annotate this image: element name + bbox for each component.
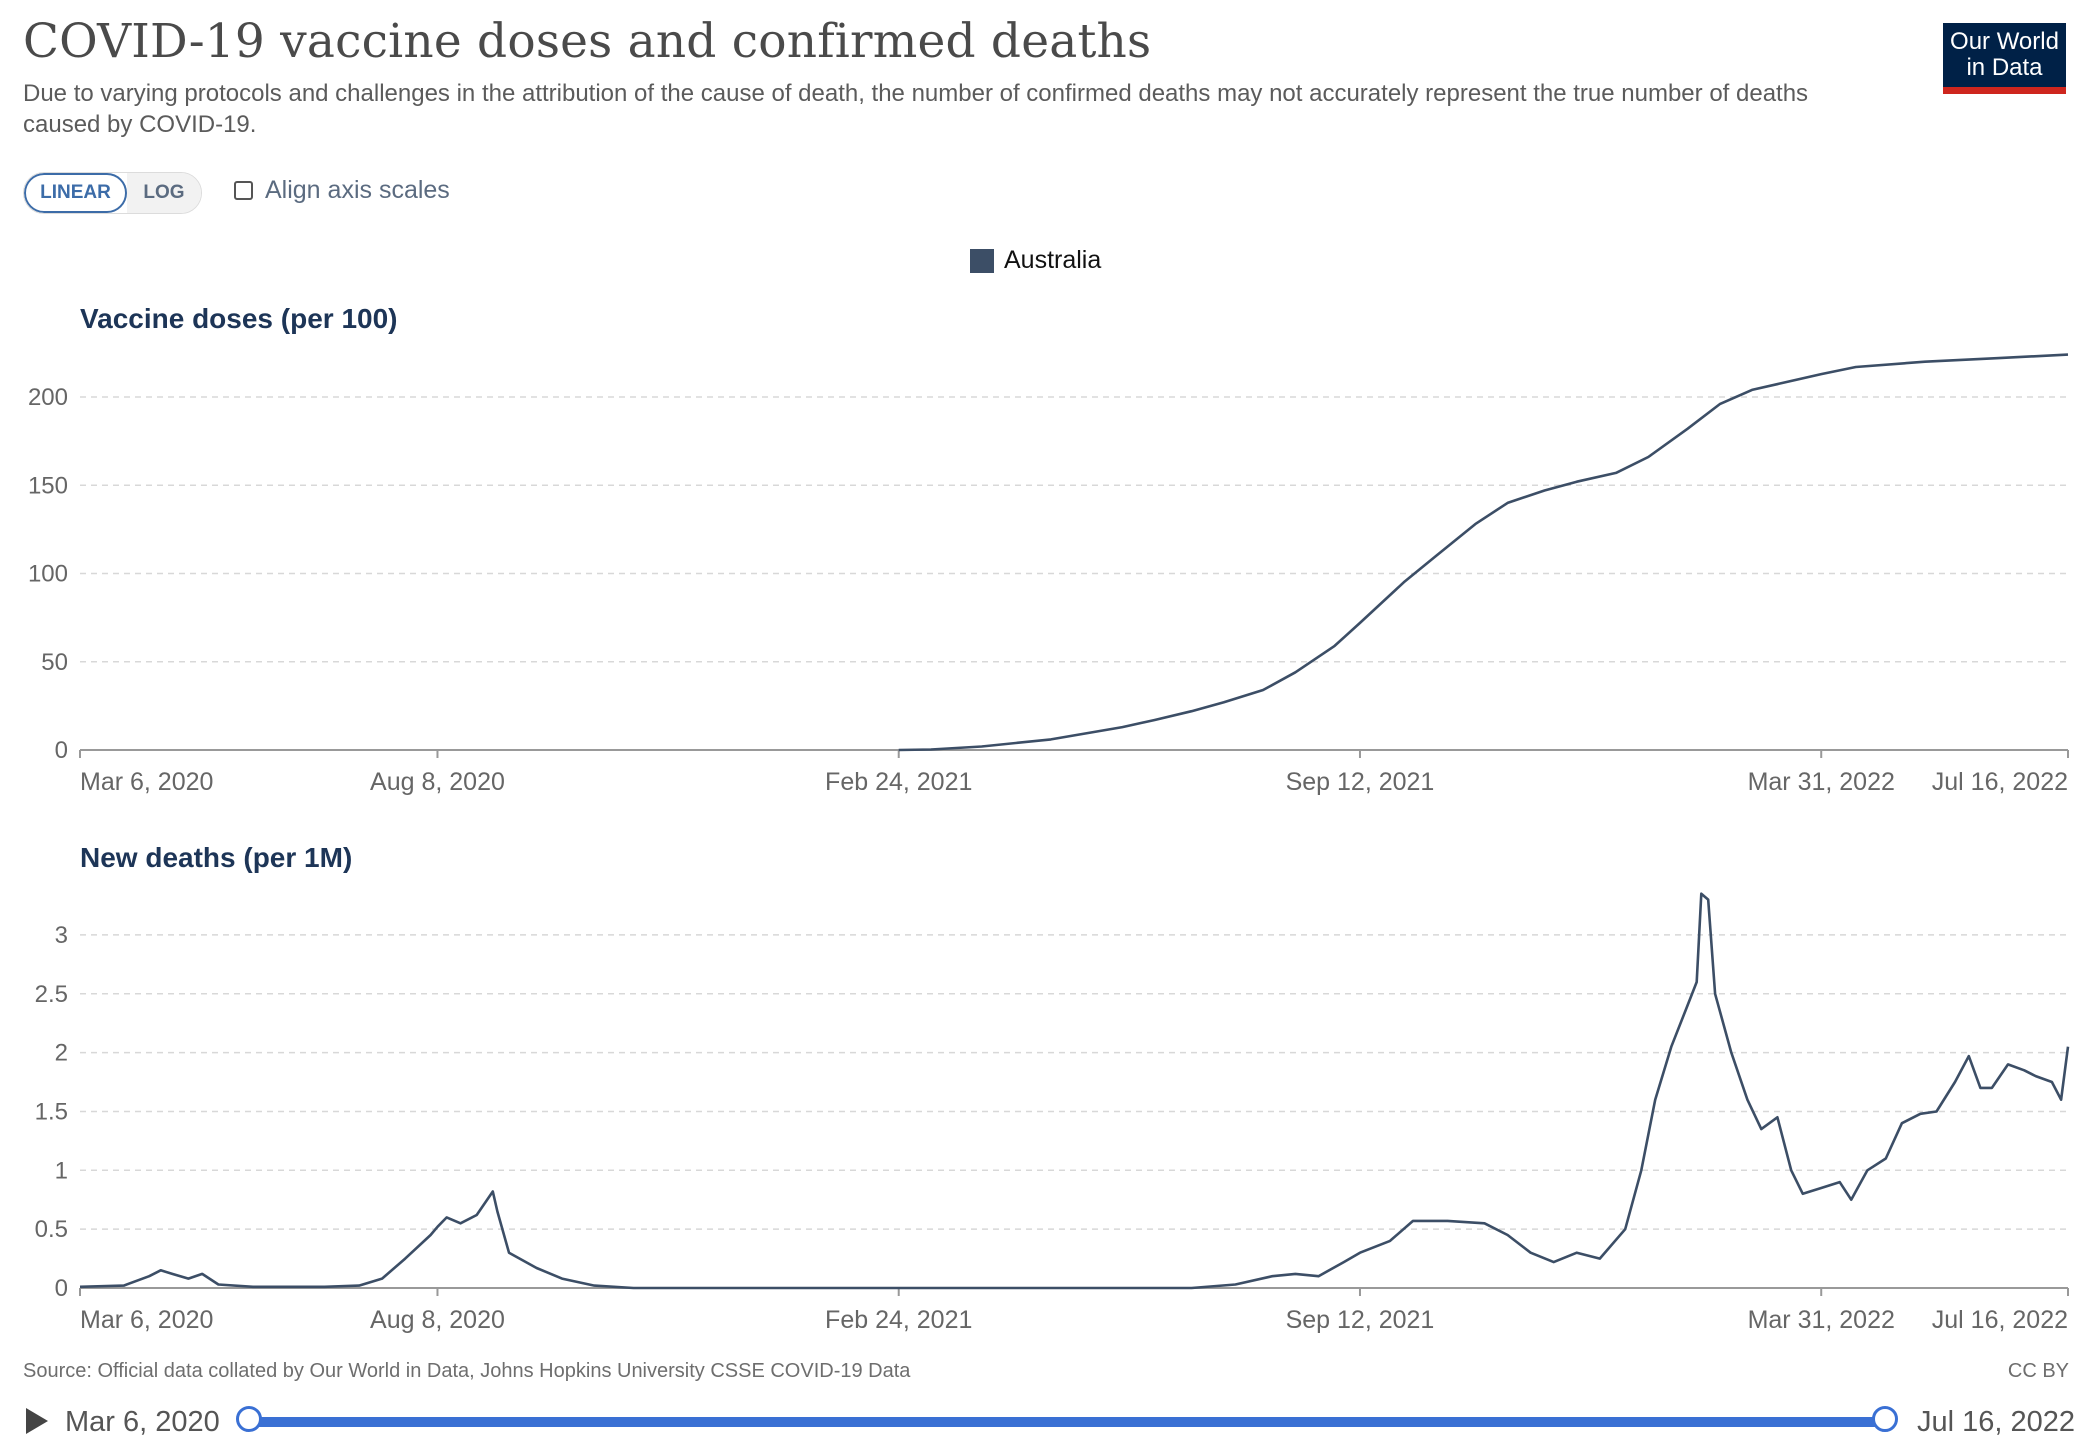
x-tick-label: Mar 31, 2022 <box>1748 768 1895 796</box>
panel-title: New deaths (per 1M) <box>80 842 352 873</box>
scale-toggle: LINEAR LOG <box>23 172 202 214</box>
x-tick-label: Mar 6, 2020 <box>80 768 213 796</box>
x-tick-label: Aug 8, 2020 <box>370 1306 505 1334</box>
timeline-track[interactable] <box>250 1417 1885 1427</box>
x-tick-label: Jul 16, 2022 <box>1932 768 2068 796</box>
legend-swatch <box>970 248 994 273</box>
timeline-end-label: Jul 16, 2022 <box>1917 1406 2076 1438</box>
source-note[interactable]: Source: Official data collated by Our Wo… <box>23 1360 911 1382</box>
y-tick-label: 200 <box>28 384 68 411</box>
x-tick-label: Mar 31, 2022 <box>1748 1306 1895 1334</box>
series-line <box>79 892 2070 1290</box>
x-tick-label: Sep 12, 2021 <box>1286 768 1435 796</box>
y-tick-label: 1 <box>55 1157 68 1184</box>
logo-line-1: Our World <box>1950 28 2059 55</box>
x-tick-label: Jul 16, 2022 <box>1932 1306 2068 1334</box>
y-tick-label: 0.5 <box>35 1216 68 1243</box>
legend-label: Australia <box>1004 246 1102 274</box>
owid-logo[interactable]: Our World in Data <box>1943 23 2066 94</box>
linear-scale-button[interactable]: LINEAR <box>24 173 127 213</box>
align-axis-checkbox[interactable] <box>234 181 253 200</box>
chart-title: COVID-19 vaccine doses and confirmed dea… <box>23 14 1152 69</box>
timeline-start-handle[interactable] <box>236 1406 262 1432</box>
align-axis-option[interactable]: Align axis scales <box>234 176 450 205</box>
timeline-end-handle[interactable] <box>1872 1406 1898 1432</box>
log-scale-button[interactable]: LOG <box>127 173 201 213</box>
x-tick-label: Feb 24, 2021 <box>825 768 972 796</box>
y-tick-label: 2.5 <box>35 981 68 1008</box>
y-tick-label: 0 <box>55 1275 68 1302</box>
y-tick-label: 150 <box>28 472 68 499</box>
x-tick-label: Mar 6, 2020 <box>80 1306 213 1334</box>
series-line <box>898 353 2069 752</box>
x-tick-label: Sep 12, 2021 <box>1286 1306 1435 1334</box>
align-axis-label: Align axis scales <box>265 176 450 204</box>
y-tick-label: 0 <box>55 737 68 764</box>
y-tick-label: 2 <box>55 1040 68 1067</box>
y-tick-label: 100 <box>28 561 68 588</box>
x-tick-label: Feb 24, 2021 <box>825 1306 972 1334</box>
chart-subtitle: Due to varying protocols and challenges … <box>23 80 1809 138</box>
timeline-start-label: Mar 6, 2020 <box>65 1406 220 1438</box>
panel-title: Vaccine doses (per 100) <box>80 303 398 334</box>
logo-line-2: in Data <box>1966 54 2043 81</box>
y-tick-label: 1.5 <box>35 1098 68 1125</box>
legend[interactable]: Australia <box>970 246 1101 275</box>
x-tick-label: Aug 8, 2020 <box>370 768 505 796</box>
play-icon[interactable] <box>26 1408 48 1434</box>
y-tick-label: 3 <box>55 922 68 949</box>
timeline: Mar 6, 2020 Jul 16, 2022 <box>0 1396 2092 1448</box>
logo-accent-bar <box>1943 87 2066 94</box>
y-tick-label: 50 <box>41 649 68 676</box>
license-link[interactable]: CC BY <box>2007 1360 2069 1382</box>
